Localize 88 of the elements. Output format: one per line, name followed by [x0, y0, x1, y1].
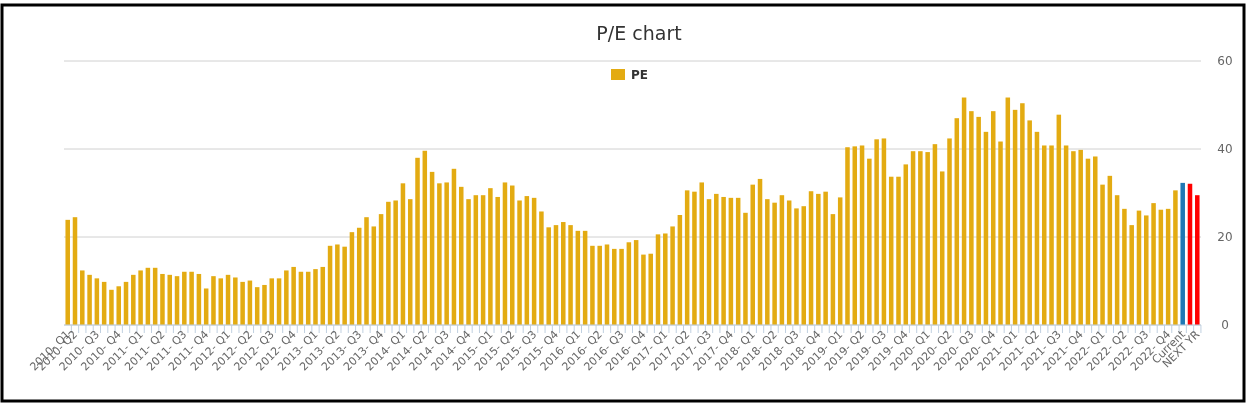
bar	[998, 141, 1003, 325]
bar	[845, 147, 850, 325]
bar	[313, 269, 318, 325]
bar	[109, 289, 114, 325]
bar	[648, 253, 653, 325]
bar	[1027, 120, 1032, 325]
bar	[772, 202, 777, 325]
bar	[131, 274, 136, 325]
bar	[546, 227, 551, 325]
bar	[896, 176, 901, 325]
bar	[466, 199, 471, 325]
bar	[874, 139, 879, 325]
bar	[721, 196, 726, 325]
bar	[87, 274, 92, 325]
bar	[925, 152, 930, 325]
bar	[714, 193, 719, 325]
bar	[80, 270, 85, 325]
bar	[539, 211, 544, 325]
bar	[1071, 151, 1076, 325]
bar	[291, 266, 296, 325]
bar	[182, 271, 187, 325]
y-tick-label: 20	[1217, 230, 1233, 244]
bar	[699, 182, 704, 325]
bar	[284, 270, 289, 325]
bar	[612, 248, 617, 325]
bar	[233, 277, 238, 325]
bar	[969, 111, 974, 325]
bar	[189, 271, 194, 325]
bar	[619, 248, 624, 325]
bar	[670, 226, 675, 325]
bar	[495, 196, 500, 325]
bar	[1100, 184, 1105, 325]
bar	[335, 244, 340, 325]
bar	[1020, 103, 1025, 325]
bar	[750, 184, 755, 325]
legend-label: PE	[631, 68, 648, 82]
bar	[590, 245, 595, 325]
bar	[641, 254, 646, 325]
bar	[1151, 203, 1156, 325]
bar	[211, 276, 216, 325]
bar	[663, 233, 668, 325]
bar	[1122, 208, 1127, 325]
bar	[138, 270, 143, 325]
bar	[918, 151, 923, 325]
bar	[816, 193, 821, 325]
bar	[597, 245, 602, 325]
bar	[517, 200, 522, 325]
bar	[65, 219, 70, 325]
bar	[867, 158, 872, 325]
bar	[160, 273, 165, 325]
bar	[364, 217, 369, 325]
y-tick-label: 40	[1217, 142, 1233, 156]
bar	[393, 200, 398, 325]
bar	[116, 286, 121, 325]
bar	[1049, 145, 1054, 325]
bar	[1180, 182, 1185, 325]
bar	[1041, 145, 1047, 325]
y-tick-label: 0	[1221, 318, 1229, 332]
bar	[692, 191, 697, 325]
bar	[1195, 195, 1200, 325]
bar	[568, 225, 573, 325]
bar	[415, 157, 420, 325]
bar	[218, 278, 224, 325]
bar	[444, 182, 449, 325]
bar	[1173, 190, 1178, 325]
bar	[801, 206, 807, 325]
bar	[823, 191, 828, 325]
bar	[765, 199, 770, 325]
bar	[240, 281, 245, 325]
bar	[488, 188, 493, 325]
bar	[1129, 225, 1134, 325]
bar	[794, 208, 799, 325]
bar	[510, 185, 515, 325]
bar	[262, 284, 267, 325]
bar	[561, 222, 566, 325]
bar	[342, 246, 347, 325]
bar	[743, 212, 748, 325]
bar	[437, 183, 442, 325]
bar	[947, 138, 952, 325]
bar	[1144, 215, 1149, 325]
chart-title: P/E chart	[596, 22, 682, 44]
bar	[458, 186, 464, 325]
bar	[386, 201, 391, 325]
y-tick-label: 60	[1217, 54, 1233, 68]
bar	[976, 116, 981, 325]
bar	[1078, 149, 1083, 325]
bar	[1093, 156, 1098, 325]
bar	[167, 274, 172, 325]
